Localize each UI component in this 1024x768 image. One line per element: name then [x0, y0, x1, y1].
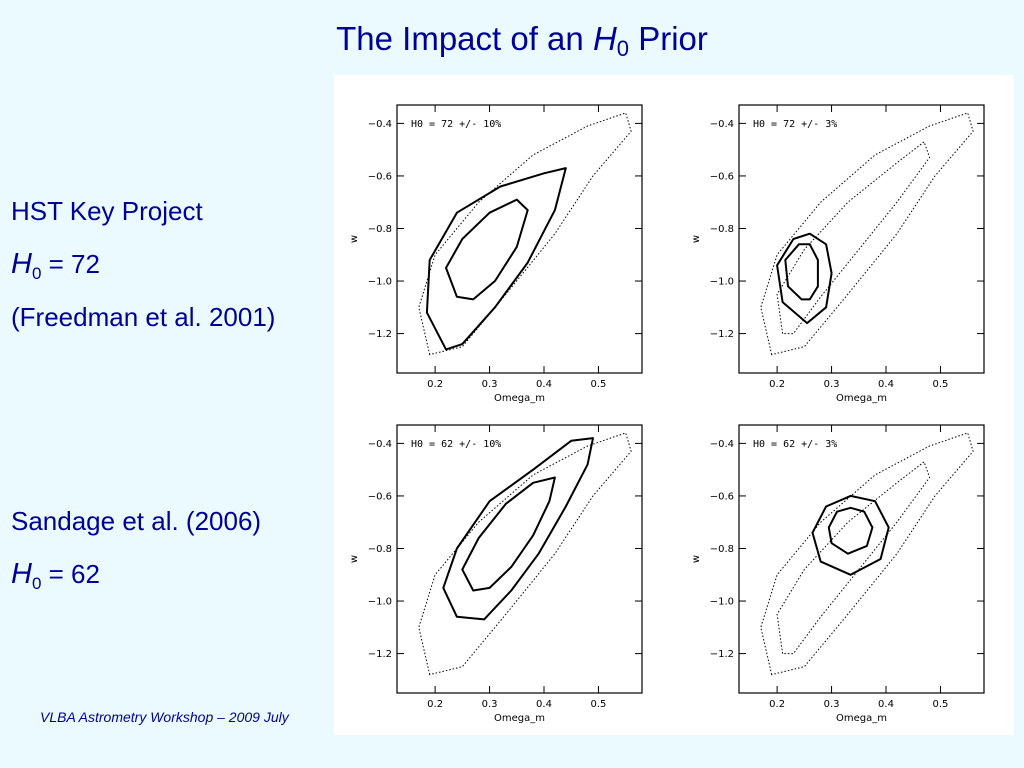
x-tick-label: 0.3 — [824, 699, 840, 710]
y-tick-label: −0.4 — [368, 439, 392, 450]
y-tick-label: −0.6 — [710, 491, 734, 502]
chart-annotation: H0 = 72 +/- 3% — [753, 119, 837, 130]
y-tick-label: −0.8 — [368, 224, 392, 235]
plot-frame — [396, 424, 643, 694]
solid-contour-3 — [461, 476, 556, 592]
solid-contour-3 — [811, 494, 890, 576]
y-tick-label: −1.0 — [368, 597, 392, 608]
y-tick-label: −0.6 — [368, 491, 392, 502]
y-tick-label: −0.4 — [368, 119, 392, 130]
solid-contour-3 — [445, 198, 529, 301]
x-axis-label: Omega_m — [836, 393, 887, 404]
y-tick-label: −0.6 — [368, 171, 392, 182]
y-tick-label: −1.2 — [368, 649, 392, 660]
y-axis-label: w — [691, 555, 702, 563]
dotted-contour-1 — [418, 432, 632, 676]
x-tick-label: 0.3 — [482, 379, 498, 390]
x-tick-label: 0.4 — [536, 379, 552, 390]
hst-sub: 0 — [31, 264, 42, 283]
chart-3: 0.2 0.3 0.4 0.5 −0.4 −0.6 −0.8 −1.0 −1.2 Omega_m w… — [349, 424, 643, 724]
y-tick-label: −1.0 — [710, 277, 734, 288]
plot-frame — [396, 104, 643, 374]
y-tick-label: −1.2 — [710, 329, 734, 340]
x-tick-label: 0.5 — [932, 699, 948, 710]
sandage-heading: Sandage et al. (2006) — [11, 506, 262, 536]
chart-2: 0.2 0.3 0.4 0.5 −0.4 −0.6 −0.8 −1.0 −1.2 Omega_m w… — [691, 104, 985, 404]
dotted-contour-1 — [760, 112, 974, 356]
y-tick-label: −0.4 — [710, 119, 734, 130]
chart-1: 0.2 0.3 0.4 0.5 −0.4 −0.6 −0.8 −1.0 −1.2 Omega_m w… — [349, 104, 643, 404]
y-tick-label: −1.2 — [710, 649, 734, 660]
x-tick-label: 0.5 — [932, 379, 948, 390]
title-prefix: The Impact of an — [336, 20, 593, 57]
sandage-var: H — [11, 558, 32, 590]
y-tick-label: −0.4 — [710, 439, 734, 450]
x-tick-label: 0.3 — [482, 699, 498, 710]
solid-contour-2 — [425, 167, 567, 351]
chart-4: 0.2 0.3 0.4 0.5 −0.4 −0.6 −0.8 −1.0 −1.2 Omega_m w… — [691, 424, 985, 724]
x-tick-label: 0.3 — [824, 379, 840, 390]
x-tick-label: 0.2 — [427, 699, 443, 710]
hst-heading: HST Key Project — [11, 196, 203, 226]
title-suffix: Prior — [629, 20, 708, 57]
hst-citation: (Freedman et al. 2001) — [11, 302, 276, 332]
hst-h0-value: H0 = 72 — [11, 248, 100, 284]
x-axis-label: Omega_m — [494, 713, 545, 724]
dotted-contour-1 — [418, 112, 632, 356]
sandage-sub: 0 — [31, 574, 42, 593]
dotted-contour-2 — [776, 460, 931, 655]
y-tick-label: −0.8 — [710, 224, 734, 235]
dotted-contour-1 — [760, 432, 974, 676]
footer-text: VLBA Astrometry Workshop – 2009 July — [40, 709, 289, 725]
x-tick-label: 0.4 — [536, 699, 552, 710]
y-tick-label: −1.0 — [710, 597, 734, 608]
y-tick-label: −1.2 — [368, 329, 392, 340]
title-var: H — [592, 20, 617, 57]
chart-annotation: H0 = 62 +/- 10% — [411, 439, 501, 450]
figure-panel: 0.2 0.3 0.4 0.5 −0.4 −0.6 −0.8 −1.0 −1.2 Omega_m w… — [334, 75, 1014, 735]
y-tick-label: −0.6 — [710, 171, 734, 182]
hst-value: = 72 — [41, 249, 100, 279]
x-tick-label: 0.4 — [878, 379, 894, 390]
title-sub: 0 — [616, 36, 630, 61]
solid-contour-4 — [784, 243, 819, 301]
y-tick-label: −1.0 — [368, 277, 392, 288]
x-tick-label: 0.2 — [427, 379, 443, 390]
x-tick-label: 0.5 — [590, 379, 606, 390]
solid-contour-4 — [827, 506, 874, 555]
y-tick-label: −0.8 — [710, 544, 734, 555]
solid-contour-2 — [442, 437, 594, 621]
sandage-h0-value: H0 = 62 — [11, 558, 100, 594]
hst-var: H — [11, 248, 32, 280]
x-tick-label: 0.5 — [590, 699, 606, 710]
y-axis-label: w — [349, 235, 360, 243]
sandage-value: = 62 — [41, 559, 100, 589]
x-tick-label: 0.2 — [769, 379, 785, 390]
x-axis-label: Omega_m — [836, 713, 887, 724]
x-axis-label: Omega_m — [494, 393, 545, 404]
x-tick-label: 0.4 — [878, 699, 894, 710]
plot-frame — [738, 424, 985, 694]
y-axis-label: w — [349, 555, 360, 563]
y-tick-label: −0.8 — [368, 544, 392, 555]
plot-frame — [738, 104, 985, 374]
solid-contour-3 — [776, 232, 833, 325]
contour-figure: 0.2 0.3 0.4 0.5−0.4−0.6−0.8−1.0−1.2Omega_mw… — [349, 104, 985, 724]
x-tick-label: 0.2 — [769, 699, 785, 710]
y-axis-label: w — [691, 235, 702, 243]
chart-annotation: H0 = 72 +/- 10% — [411, 119, 501, 130]
chart-annotation: H0 = 62 +/- 3% — [753, 439, 837, 450]
slide-title: The Impact of an H0 Prior — [0, 20, 1024, 62]
